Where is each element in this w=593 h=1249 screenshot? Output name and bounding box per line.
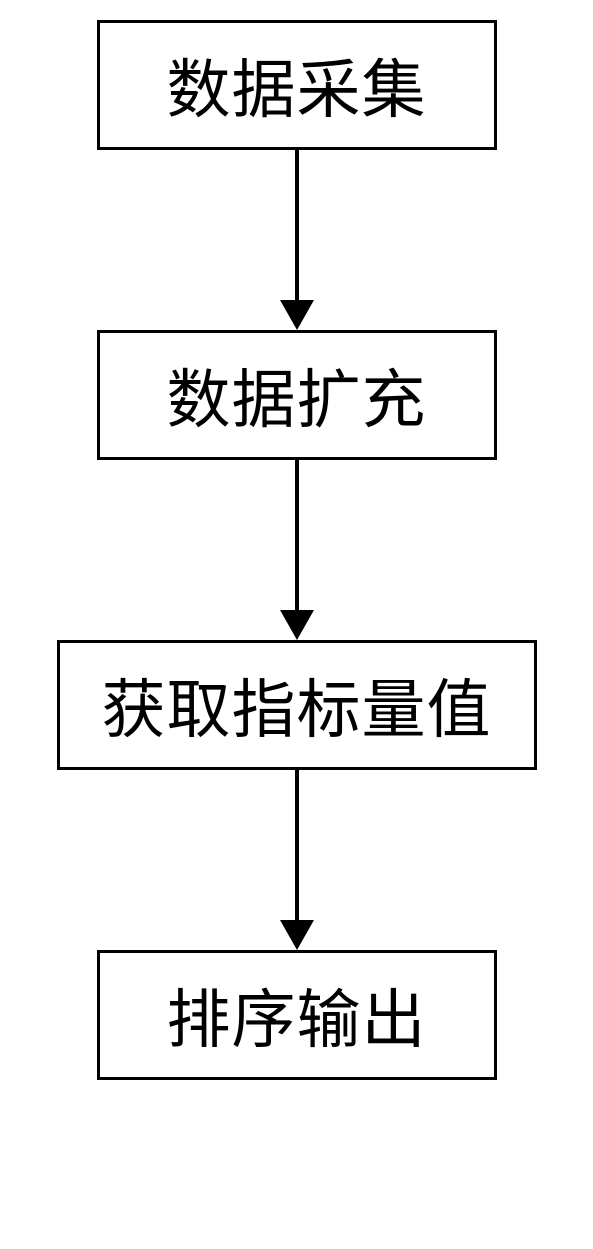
flow-node-label: 获取指标量值 <box>102 673 492 737</box>
arrow-head-icon <box>280 610 314 640</box>
flow-node-n2: 数据扩充 <box>97 330 497 460</box>
flow-arrow <box>280 150 314 330</box>
flow-node-n4: 排序输出 <box>97 950 497 1080</box>
flow-node-label: 排序输出 <box>167 983 427 1047</box>
flow-node-n3: 获取指标量值 <box>57 640 537 770</box>
flow-node-label: 数据扩充 <box>167 363 427 427</box>
flow-arrow <box>280 460 314 640</box>
flow-node-label: 数据采集 <box>167 53 427 117</box>
arrow-shaft <box>295 150 299 300</box>
flowchart: 数据采集数据扩充获取指标量值排序输出 <box>57 20 537 1080</box>
flow-arrow <box>280 770 314 950</box>
flow-node-n1: 数据采集 <box>97 20 497 150</box>
arrow-shaft <box>295 460 299 610</box>
arrow-head-icon <box>280 300 314 330</box>
arrow-head-icon <box>280 920 314 950</box>
arrow-shaft <box>295 770 299 920</box>
